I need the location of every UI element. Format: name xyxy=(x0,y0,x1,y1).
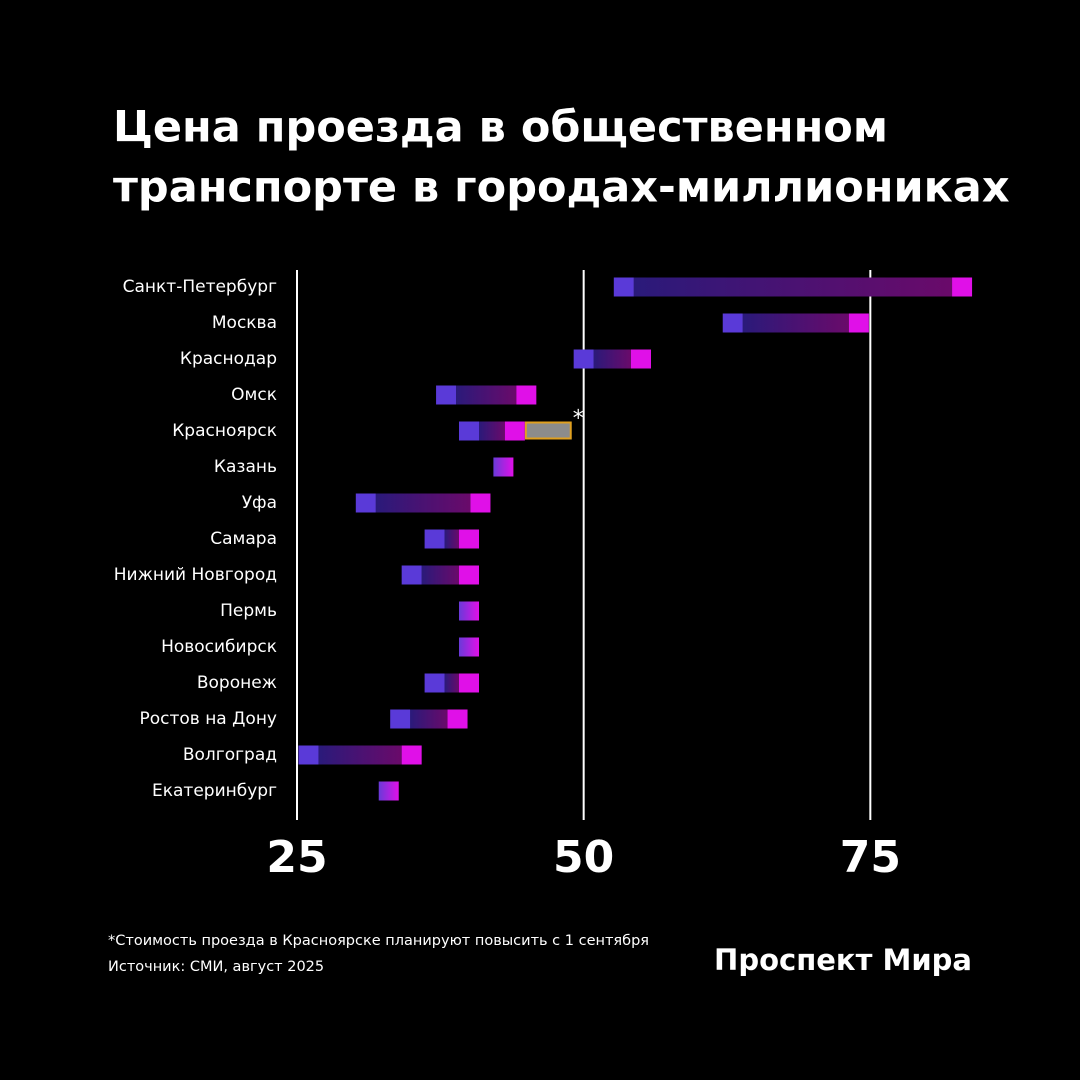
y-tick-label: Воронеж xyxy=(197,673,277,693)
price-mark xyxy=(493,457,514,477)
price-range xyxy=(444,529,459,549)
price-mark xyxy=(459,601,479,621)
y-tick-label: Ростов на Дону xyxy=(139,709,277,729)
y-tick-label: Санкт-Петербург xyxy=(123,277,277,297)
price-range xyxy=(410,709,448,729)
x-tick-label: 25 xyxy=(266,832,327,883)
max-price xyxy=(459,673,479,693)
footnote: *Стоимость проезда в Красноярске планиру… xyxy=(108,933,649,949)
x-tick-label: 75 xyxy=(840,832,901,883)
price-range xyxy=(593,349,631,369)
max-price xyxy=(459,565,479,585)
price-mark xyxy=(378,781,399,801)
min-price xyxy=(298,745,319,765)
max-price xyxy=(848,313,869,333)
min-price xyxy=(390,709,411,729)
max-price xyxy=(952,277,973,297)
y-tick-label: Пермь xyxy=(220,601,277,621)
y-tick-label: Волгоград xyxy=(183,745,277,765)
min-price xyxy=(613,277,634,297)
price-range xyxy=(742,313,849,333)
min-price xyxy=(459,421,479,441)
y-tick-label: Екатеринбург xyxy=(152,781,277,801)
y-tick-label: Красноярск xyxy=(172,421,277,441)
price-range xyxy=(633,277,953,297)
max-price xyxy=(470,493,491,513)
max-price xyxy=(447,709,468,729)
max-price xyxy=(401,745,422,765)
y-tick-label: Нижний Новгород xyxy=(114,565,277,585)
y-tick-label: Уфа xyxy=(242,493,277,513)
planned-mark: * xyxy=(573,407,584,432)
max-price xyxy=(459,529,479,549)
min-price xyxy=(424,673,445,693)
min-price xyxy=(355,493,376,513)
chart-title: Цена проезда в общественном xyxy=(113,103,888,153)
max-price xyxy=(504,421,525,441)
price-mark xyxy=(459,637,479,657)
min-price xyxy=(436,385,457,405)
min-price xyxy=(401,565,422,585)
chart-title: транспорте в городах-миллиониках xyxy=(113,163,1010,213)
min-price xyxy=(424,529,445,549)
y-tick-label: Новосибирск xyxy=(161,637,277,657)
price-range xyxy=(375,493,471,513)
price-range xyxy=(444,673,459,693)
price-range xyxy=(456,385,517,405)
price-range xyxy=(421,565,459,585)
min-price xyxy=(573,349,594,369)
max-price xyxy=(516,385,537,405)
y-tick-label: Омск xyxy=(231,385,277,405)
y-tick-label: Москва xyxy=(212,313,277,333)
y-tick-label: Казань xyxy=(214,457,277,477)
max-price xyxy=(631,349,651,369)
price-range xyxy=(318,745,402,765)
source: Источник: СМИ, август 2025 xyxy=(108,959,324,975)
y-tick-label: Краснодар xyxy=(180,349,277,369)
min-price xyxy=(722,313,743,333)
planned-price xyxy=(524,421,572,440)
price-range xyxy=(479,421,505,441)
brand: Проспект Мира xyxy=(714,943,972,977)
y-tick-label: Самара xyxy=(210,529,277,549)
x-tick-label: 50 xyxy=(553,832,614,883)
